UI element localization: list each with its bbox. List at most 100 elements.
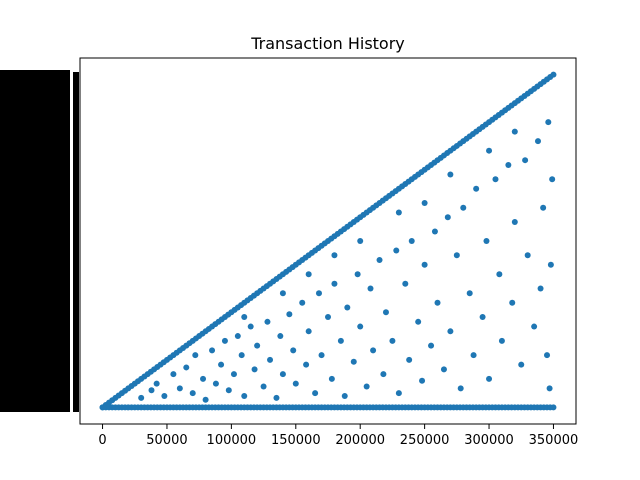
scatter-point xyxy=(534,138,541,145)
scatter-point xyxy=(434,299,441,306)
scatter-point xyxy=(540,204,547,211)
scatter-point xyxy=(350,358,357,365)
scatter-point xyxy=(363,383,370,390)
scatter-point xyxy=(393,247,400,254)
scatter-point xyxy=(354,271,361,278)
scatter-point xyxy=(238,352,245,359)
x-tick-label: 250000 xyxy=(400,433,450,448)
scatter-point xyxy=(447,328,454,335)
x-tick-label: 300000 xyxy=(464,433,514,448)
scatter-point xyxy=(444,214,451,221)
scatter-point xyxy=(376,257,383,264)
scatter-point xyxy=(524,252,531,259)
scatter-point xyxy=(241,314,248,321)
scatter-marks xyxy=(99,71,557,411)
scatter-point xyxy=(479,314,486,321)
scatter-point xyxy=(395,209,402,216)
scatter-point xyxy=(486,375,493,382)
scatter-point xyxy=(470,352,477,359)
x-axis: 0 50000 100000 150000 200000 250000 300000 3500… xyxy=(98,424,578,448)
scatter-point xyxy=(421,199,428,206)
scatter-point xyxy=(522,157,529,164)
scatter-point xyxy=(279,290,286,297)
scatter-point xyxy=(402,280,409,287)
scatter-point xyxy=(486,147,493,154)
scatter-point xyxy=(254,342,261,349)
scatter-point xyxy=(264,318,271,325)
scatter-point xyxy=(440,366,447,373)
scatter-point xyxy=(537,285,544,292)
scatter-point xyxy=(415,318,422,325)
scatter-point xyxy=(483,238,490,244)
scatter-point xyxy=(202,396,209,403)
scatter-point xyxy=(395,390,402,397)
scatter-point xyxy=(380,371,387,378)
scatter-point xyxy=(337,337,344,344)
scatter-point xyxy=(498,337,505,344)
scatter-point xyxy=(511,128,518,135)
x-tick-label: 50000 xyxy=(146,433,187,448)
scatter-point xyxy=(299,299,306,306)
scatter-point xyxy=(286,311,293,318)
x-tick-label: 200000 xyxy=(335,433,385,448)
scatter-point xyxy=(453,252,460,259)
scatter-point xyxy=(305,271,312,278)
scatter-point xyxy=(292,380,299,387)
scatter-point xyxy=(251,366,258,373)
scatter-point xyxy=(170,371,177,378)
scatter-point xyxy=(389,337,396,344)
scatter-point xyxy=(315,290,322,297)
scatter-point xyxy=(225,387,232,394)
scatter-point xyxy=(192,352,199,359)
scatter-point xyxy=(549,176,556,183)
scatter-point xyxy=(428,342,435,349)
scatter-point xyxy=(492,176,499,183)
scatter-point xyxy=(325,314,331,321)
scatter-point xyxy=(290,347,297,354)
scatter-point xyxy=(431,228,438,235)
scatter-point xyxy=(341,392,348,399)
scatter-point xyxy=(209,347,216,354)
scatter-point xyxy=(161,392,168,399)
scatter-point xyxy=(496,271,503,278)
scatter-point xyxy=(473,185,480,192)
scatter-point xyxy=(509,299,516,306)
scatter-point xyxy=(138,394,145,401)
scatter-point-diagonal xyxy=(550,71,557,78)
scatter-point xyxy=(234,333,241,340)
scatter-point xyxy=(303,361,310,368)
scatter-point-baseline xyxy=(550,404,557,411)
scatter-point xyxy=(546,385,553,392)
scatter-point xyxy=(247,323,254,330)
scatter-point xyxy=(408,238,415,244)
chart-title: Transaction History xyxy=(250,34,405,53)
scatter-point xyxy=(511,218,518,225)
scatter-point xyxy=(221,337,228,344)
scatter-point xyxy=(312,390,319,397)
scatter-point xyxy=(518,361,525,368)
scatter-point xyxy=(531,323,538,330)
scatter-point xyxy=(277,333,284,340)
scatter-point xyxy=(328,375,335,382)
scatter-point xyxy=(267,356,274,363)
scatter-point xyxy=(545,119,552,126)
scatter-point xyxy=(183,364,190,371)
scatter-point xyxy=(189,390,196,397)
scatter-point xyxy=(176,385,183,392)
scatter-point xyxy=(273,394,280,401)
y-axis-labels-obscured xyxy=(0,70,79,412)
scatter-point xyxy=(212,380,219,387)
scatter-point xyxy=(260,383,267,390)
scatter-point xyxy=(305,328,312,335)
scatter-point xyxy=(279,371,286,378)
scatter-point xyxy=(505,161,512,168)
scatter-point xyxy=(153,380,160,387)
scatter-point xyxy=(318,352,325,359)
scatter-point xyxy=(370,347,377,354)
scatter-point xyxy=(357,238,364,244)
scatter-point xyxy=(241,392,248,399)
scatter-point xyxy=(218,361,225,368)
scatter-point xyxy=(344,304,351,311)
